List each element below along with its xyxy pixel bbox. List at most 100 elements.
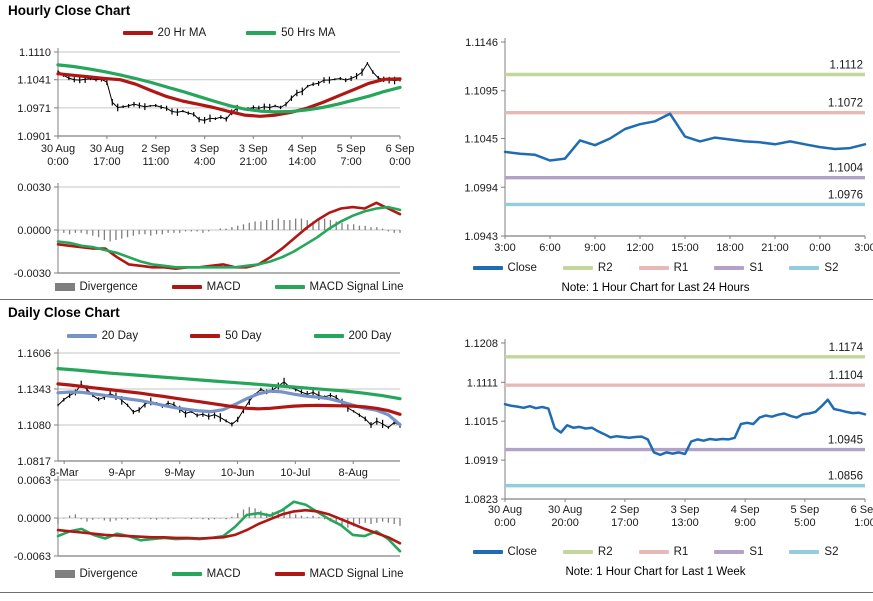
svg-text:1.0976: 1.0976 xyxy=(828,189,863,201)
legend-label: S1 xyxy=(749,262,764,274)
svg-text:3 Sep: 3 Sep xyxy=(671,504,700,516)
svg-text:1.0856: 1.0856 xyxy=(828,471,863,483)
legend-label: R2 xyxy=(597,546,613,558)
daily-macd-chart: 0.0063 0.0000 -0.0063 xyxy=(14,475,402,563)
legend-swatch xyxy=(789,266,820,270)
svg-text:21:00: 21:00 xyxy=(761,242,789,254)
legend-swatch xyxy=(313,334,344,338)
svg-text:1.1045: 1.1045 xyxy=(464,134,498,146)
legend-item-20-day: 20 Day xyxy=(66,330,138,342)
legend-label: 20 Hr MA xyxy=(157,27,207,39)
svg-text:1.1004: 1.1004 xyxy=(828,163,864,175)
legend-item-s1: S1 xyxy=(714,546,763,558)
legend-swatch xyxy=(638,266,669,270)
bottom-divider xyxy=(0,592,873,593)
svg-text:1.1174: 1.1174 xyxy=(829,342,864,354)
legend-swatch xyxy=(562,266,593,270)
svg-text:1.1041: 1.1041 xyxy=(17,75,51,87)
legend-swatch xyxy=(472,266,503,270)
svg-text:1.1111: 1.1111 xyxy=(467,377,498,389)
legend-item-macd-signal-line: MACD Signal Line xyxy=(274,281,404,293)
svg-text:1.1072: 1.1072 xyxy=(828,98,863,110)
svg-text:5 Sep: 5 Sep xyxy=(337,143,366,155)
svg-text:18:00: 18:00 xyxy=(716,242,744,254)
legend-swatch xyxy=(246,31,277,35)
daily-chart-note: Note: 1 Hour Chart for Last 1 Week xyxy=(565,566,746,578)
svg-text:1.0817: 1.0817 xyxy=(17,456,51,468)
svg-text:1.1606: 1.1606 xyxy=(17,348,51,360)
legend-label: 50 Hrs MA xyxy=(281,27,336,39)
svg-text:6 Sep: 6 Sep xyxy=(386,143,415,155)
legend-swatch xyxy=(122,31,153,35)
legend-swatch xyxy=(562,550,593,554)
hourly-sr-legend: Close R2 R1 S1 S2 xyxy=(437,262,873,274)
svg-text:11:00: 11:00 xyxy=(142,156,169,168)
svg-text:-0.0063: -0.0063 xyxy=(14,551,51,563)
svg-text:0.0063: 0.0063 xyxy=(17,475,51,487)
svg-text:1.1080: 1.1080 xyxy=(17,420,51,432)
legend-label: S2 xyxy=(824,262,839,274)
svg-text:17:00: 17:00 xyxy=(93,156,121,168)
legend-label: Close xyxy=(507,262,537,274)
svg-text:12:00: 12:00 xyxy=(626,242,654,254)
svg-text:1.1104: 1.1104 xyxy=(829,370,864,382)
svg-text:17:00: 17:00 xyxy=(611,517,639,529)
svg-text:4 Sep: 4 Sep xyxy=(731,504,760,516)
legend-swatch xyxy=(714,550,745,554)
svg-text:10-Jul: 10-Jul xyxy=(280,467,310,479)
svg-text:1.0971: 1.0971 xyxy=(17,103,51,115)
legend-label: MACD Signal Line xyxy=(309,568,404,580)
svg-text:1.0823: 1.0823 xyxy=(464,494,498,506)
svg-text:5 Sep: 5 Sep xyxy=(791,504,820,516)
legend-label: R1 xyxy=(673,262,689,274)
svg-text:9:00: 9:00 xyxy=(584,242,605,254)
legend-label: Close xyxy=(507,546,537,558)
legend-label: R2 xyxy=(597,262,613,274)
hourly-chart-note: Note: 1 Hour Chart for Last 24 Hours xyxy=(561,282,750,294)
svg-text:1.0901: 1.0901 xyxy=(17,131,51,143)
hourly-macd-chart: 0.0030 0.0000 -0.0030 xyxy=(14,182,402,280)
legend-item-close: Close xyxy=(472,262,537,274)
legend-item-close: Close xyxy=(472,546,537,558)
legend-swatch xyxy=(54,283,75,291)
legend-item-s1: S1 xyxy=(714,262,763,274)
legend-item-s2: S2 xyxy=(789,546,838,558)
svg-text:1.1015: 1.1015 xyxy=(464,416,498,428)
svg-text:2 Sep: 2 Sep xyxy=(141,143,170,155)
legend-item-divergence: Divergence xyxy=(54,568,138,580)
svg-text:1.1208: 1.1208 xyxy=(464,338,498,350)
legend-item-r1: R1 xyxy=(638,546,688,558)
svg-text:1.1112: 1.1112 xyxy=(830,59,863,71)
svg-text:6 Sep: 6 Sep xyxy=(851,504,873,516)
legend-swatch xyxy=(638,550,669,554)
svg-text:1.1110: 1.1110 xyxy=(19,47,51,59)
legend-item-50-day: 50 Day xyxy=(190,330,262,342)
section-divider xyxy=(0,299,873,300)
legend-item-s2: S2 xyxy=(789,262,838,274)
legend-swatch xyxy=(789,550,820,554)
svg-text:3 Sep: 3 Sep xyxy=(239,143,268,155)
svg-text:15:00: 15:00 xyxy=(671,242,699,254)
legend-item-macd: MACD xyxy=(171,281,241,293)
legend-swatch xyxy=(472,550,503,554)
legend-label: Divergence xyxy=(79,568,138,580)
daily-macd-legend: Divergence MACD MACD Signal Line xyxy=(54,568,404,580)
svg-text:0.0030: 0.0030 xyxy=(17,182,51,194)
legend-swatch xyxy=(190,334,221,338)
svg-text:30 Aug: 30 Aug xyxy=(41,143,75,155)
section-title-hourly: Hourly Close Chart xyxy=(8,3,131,18)
svg-text:0.0000: 0.0000 xyxy=(17,513,51,525)
svg-text:3:00: 3:00 xyxy=(854,242,873,254)
hourly-macd-legend: Divergence MACD MACD Signal Line xyxy=(54,281,404,293)
legend-label: S2 xyxy=(824,546,839,558)
hourly-price-legend: 20 Hr MA 50 Hrs MA xyxy=(58,27,400,39)
svg-text:13:00: 13:00 xyxy=(671,517,699,529)
svg-text:8-Mar: 8-Mar xyxy=(50,467,79,479)
legend-item-50-hrs-ma: 50 Hrs MA xyxy=(246,27,335,39)
svg-text:0:00: 0:00 xyxy=(389,156,410,168)
legend-swatch xyxy=(54,570,75,578)
